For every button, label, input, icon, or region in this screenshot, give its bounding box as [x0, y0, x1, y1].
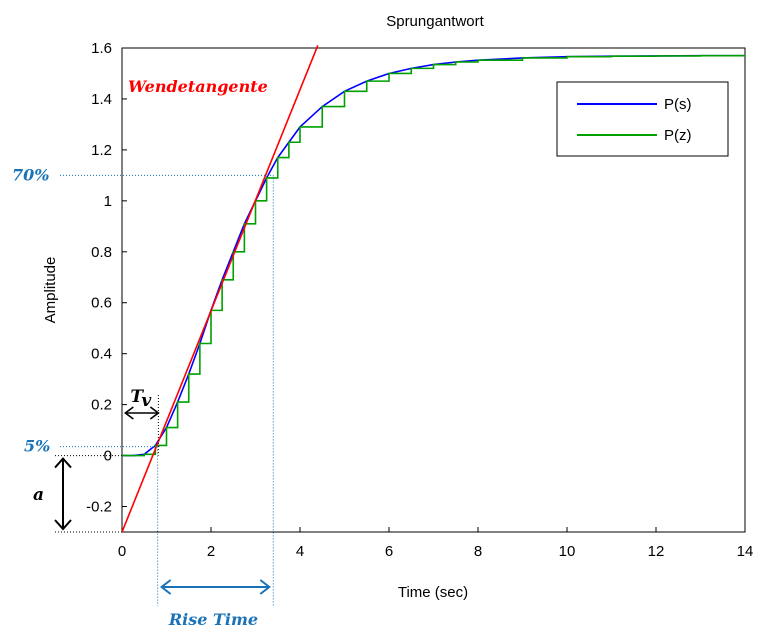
x-tick-label: 2 [207, 543, 215, 560]
y-tick-label: 0.4 [91, 346, 112, 363]
tv-subscript: v [141, 391, 152, 411]
inflection-tangent [121, 45, 319, 533]
tangent-line [121, 45, 319, 533]
y-tick-label: 0.6 [91, 295, 112, 312]
x-tick-label: 0 [118, 543, 126, 560]
pct70-label: 70% [12, 165, 49, 184]
x-tick-labels: 0 2 4 6 8 10 12 14 [118, 543, 754, 560]
legend-box [556, 81, 729, 157]
chart-title: Sprungantwort [386, 13, 484, 30]
y-tick-label: 0.2 [91, 397, 112, 414]
tv-label: T [130, 387, 144, 407]
x-tick-label: 12 [648, 543, 665, 560]
y-tick-label: 0 [104, 448, 112, 465]
annotations: 70% 5% Rise Time Tv a [12, 165, 274, 629]
legend-label: P(s) [664, 96, 692, 113]
rise-time-label: Rise Time [168, 610, 258, 629]
tangent-label: Wendetangente [128, 77, 268, 96]
axes-border [121, 47, 746, 533]
data-series [122, 54, 745, 457]
y-tick-labels: -0.2 0 0.2 0.4 0.6 0.8 1 1.2 1.4 1.6 [86, 40, 112, 516]
x-axis-label: Time (sec) [398, 584, 468, 601]
y-tick-label: 1 [104, 193, 112, 210]
y-tick-label: -0.2 [86, 499, 112, 516]
a-arrow-top [54, 457, 72, 469]
legend-label: P(z) [664, 127, 692, 144]
x-tick-label: 6 [385, 543, 393, 560]
pct5-label: 5% [24, 437, 50, 456]
legend: P(s) P(z) [556, 81, 729, 157]
x-tick-label: 10 [559, 543, 576, 560]
y-tick-label: 0.8 [91, 244, 112, 261]
a-label: a [33, 485, 44, 505]
tv-arrow-left [124, 406, 134, 420]
y-tick-label: 1.2 [91, 142, 112, 159]
x-tick-label: 4 [296, 543, 304, 560]
x-tick-label: 8 [474, 543, 482, 560]
series-P(z) [122, 54, 745, 457]
y-tick-label: 1.4 [91, 91, 112, 108]
y-axis-label: Amplitude [42, 257, 59, 324]
a-arrow-bottom [54, 519, 72, 531]
rise-time-arrow-right [259, 579, 271, 595]
x-tick-label: 14 [737, 543, 754, 560]
y-tick-label: 1.6 [91, 40, 112, 57]
rise-time-arrow-left [159, 579, 172, 595]
tv-arrow-right [149, 406, 160, 420]
